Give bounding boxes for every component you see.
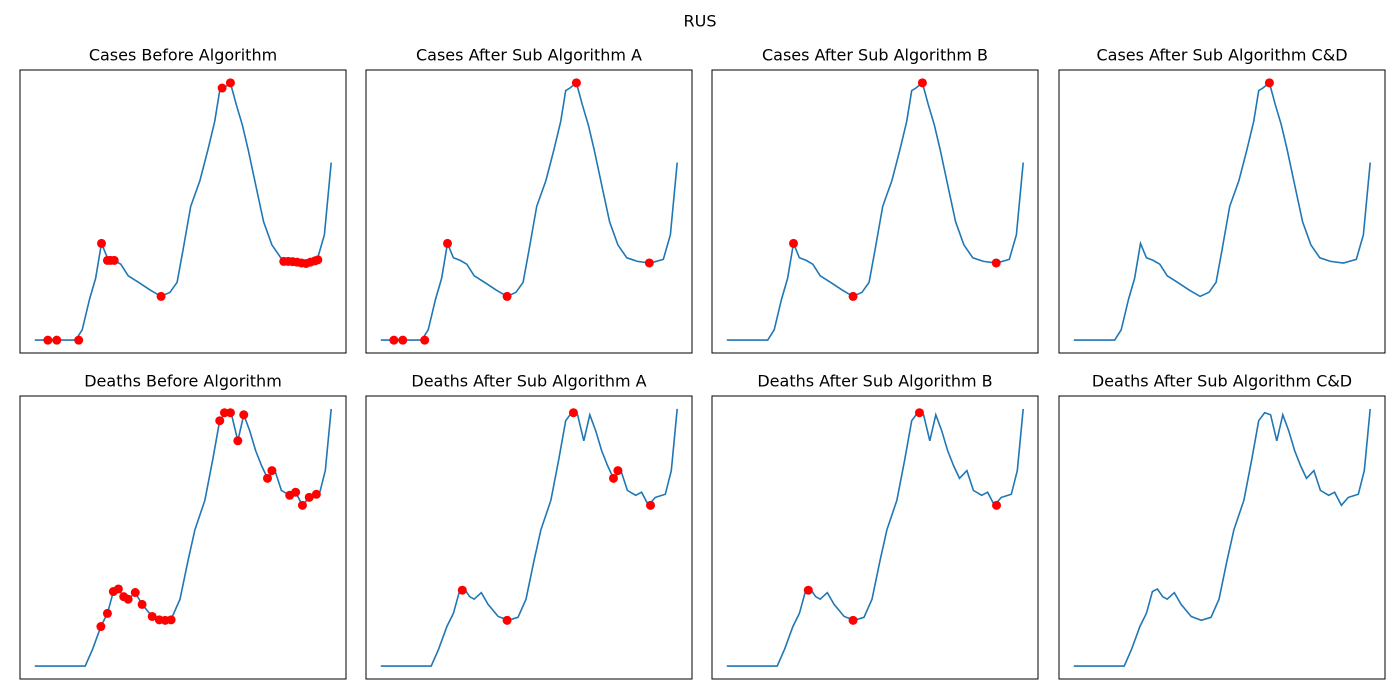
panel-title: Deaths After Sub Algorithm C&D [1092,372,1352,391]
peak-marker [646,500,656,510]
peak-marker [262,473,272,483]
data-line [380,81,678,341]
peak-marker [608,473,618,483]
panel-frame [365,69,693,354]
peak-marker [311,489,321,499]
peak-marker [137,599,147,609]
peak-marker [297,500,307,510]
peak-marker [917,78,927,88]
panel-title: Deaths After Sub Algorithm A [411,372,646,391]
data-line [726,408,1024,667]
peak-marker [52,335,62,345]
peak-marker [613,466,623,476]
panel-title: Deaths Before Algorithm [84,372,282,391]
panel-frame [1058,395,1386,680]
peak-marker [502,291,512,301]
peak-marker [97,238,106,248]
peak-marker [389,335,399,345]
peak-marker [217,83,227,93]
figure-title: RUS [684,12,717,31]
peak-marker [267,466,277,476]
peak-marker [147,611,157,621]
peak-marker [43,335,53,345]
panel-title: Cases After Sub Algorithm C&D [1096,46,1347,65]
peak-marker [166,615,176,625]
peak-marker [225,408,235,418]
peak-marker [502,615,512,625]
peak-marker [102,608,112,618]
peak-marker [123,594,133,604]
peak-marker [991,258,1001,268]
peak-marker [215,416,225,426]
peak-marker [156,291,166,301]
data-line [1073,408,1371,667]
peak-marker [789,238,798,248]
peak-marker [848,615,858,625]
peak-marker [313,255,323,265]
peak-marker [420,335,430,345]
peak-marker [443,238,452,248]
peak-marker [225,78,235,88]
peak-marker [914,408,924,418]
peak-marker [848,291,858,301]
panel-frame [1058,69,1386,354]
peak-marker [233,436,243,446]
data-line [34,81,332,341]
peak-marker [992,500,1002,510]
peak-marker [74,335,84,345]
data-line [1073,81,1371,341]
panel-title: Cases After Sub Algorithm B [762,46,988,65]
peak-marker [1264,78,1274,88]
peak-marker [96,622,106,632]
peak-marker [304,492,314,502]
peak-marker [803,585,813,595]
peak-marker [130,588,140,598]
peak-marker [457,585,467,595]
peak-marker [109,255,119,265]
panel-frame [711,69,1039,354]
panel-title: Cases Before Algorithm [89,46,277,65]
panel-frame [19,69,347,354]
panel-title: Cases After Sub Algorithm A [416,46,642,65]
data-line [726,81,1024,341]
peak-marker [239,410,249,420]
panel-title: Deaths After Sub Algorithm B [757,372,992,391]
panel-frame [365,395,693,680]
peak-marker [571,78,581,88]
peak-marker [291,487,301,497]
data-line [380,408,678,667]
peak-marker [113,584,123,594]
peak-marker [398,335,408,345]
data-line [34,408,332,667]
peak-marker [568,408,578,418]
peak-marker [644,258,654,268]
panel-frame [19,395,347,680]
panel-frame [711,395,1039,680]
